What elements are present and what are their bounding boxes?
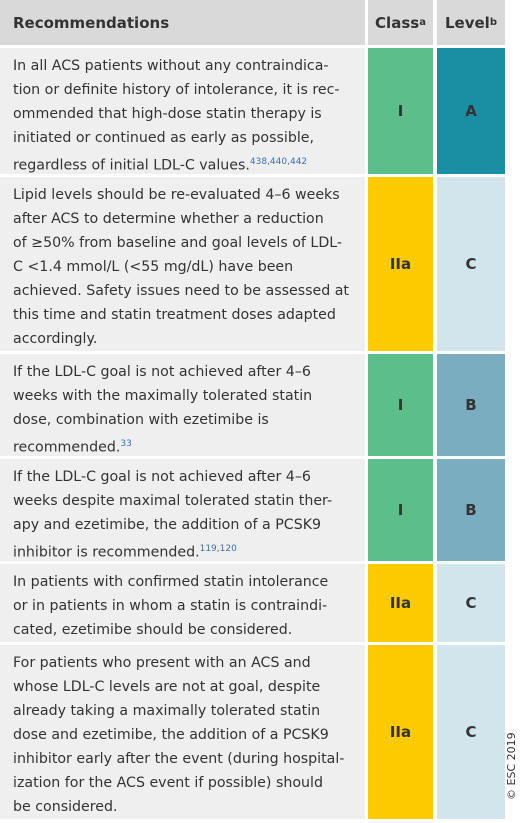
- reference: 438,440,442: [249, 157, 308, 167]
- header-text: Class: [375, 13, 420, 32]
- recommendation-cell: In patients with confirmed statin intole…: [0, 564, 365, 642]
- class-value: IIa: [389, 723, 412, 741]
- level-cell: C: [437, 645, 505, 819]
- text-line: ization for the ACS event if possible) s…: [13, 775, 323, 791]
- level-value: B: [465, 396, 477, 414]
- level-value: C: [465, 594, 477, 612]
- level-value: B: [465, 501, 477, 519]
- text-line: tion or definite history of intolerance,…: [13, 82, 340, 98]
- recommendation-cell: If the LDL-C goal is not achieved after …: [0, 459, 365, 561]
- class-value: IIa: [389, 255, 412, 273]
- text-line: If the LDL-C goal is not achieved after …: [13, 469, 311, 485]
- text-line: apy and ezetimibe, the addition of a PCS…: [13, 517, 322, 533]
- class-cell: I: [368, 48, 433, 174]
- text-line: inhibitor early after the event (during …: [13, 751, 345, 767]
- text-line: of ≥50% from baseline and goal levels of…: [13, 235, 343, 251]
- level-cell: C: [437, 564, 505, 642]
- class-cell: IIa: [368, 177, 433, 351]
- recommendation-cell: If the LDL-C goal is not achieved after …: [0, 354, 365, 456]
- copyright: © ESC 2019: [505, 732, 518, 800]
- text-line: whose LDL-C levels are not at goal, desp…: [13, 679, 321, 695]
- text-line: already taking a maximally tolerated sta…: [13, 703, 321, 719]
- class-cell: IIa: [368, 564, 433, 642]
- recommendation-cell: Lipid levels should be re-evaluated 4–6 …: [0, 177, 365, 351]
- level-value: C: [465, 723, 477, 741]
- text-line: recommended.33: [13, 439, 132, 456]
- text-line: C <1.4 mmol/L (<55 mg/dL) have been: [13, 259, 294, 275]
- header-class: Class a: [368, 0, 433, 45]
- level-value: A: [465, 102, 477, 120]
- text-line: cated, ezetimibe should be considered.: [13, 622, 293, 638]
- level-cell: A: [437, 48, 505, 174]
- text-line: regardless of initial LDL-C values.438,4…: [13, 157, 308, 174]
- text-line: after ACS to determine whether a reducti…: [13, 211, 324, 227]
- class-value: I: [397, 102, 404, 120]
- reference: 119,120: [199, 544, 237, 554]
- text-line: or in patients in whom a statin is contr…: [13, 598, 328, 614]
- text-line: achieved. Safety issues need to be asses…: [13, 283, 349, 299]
- header-text: Recommendations: [13, 13, 170, 32]
- text-line: accordingly.: [13, 331, 98, 347]
- header-level: Level b: [437, 0, 505, 45]
- text-line: In patients with confirmed statin intole…: [13, 574, 329, 590]
- text-line: ommended that high-dose statin therapy i…: [13, 106, 322, 122]
- footnote-mark: b: [489, 17, 497, 28]
- class-cell: I: [368, 459, 433, 561]
- text-line: weeks with the maximally tolerated stati…: [13, 388, 313, 404]
- text-line: In all ACS patients without any contrain…: [13, 58, 329, 74]
- class-cell: IIa: [368, 645, 433, 819]
- level-value: C: [465, 255, 477, 273]
- text-line: this time and statin treatment doses ada…: [13, 307, 336, 323]
- level-cell: B: [437, 354, 505, 456]
- text-line: Lipid levels should be re-evaluated 4–6 …: [13, 187, 340, 203]
- reference: 33: [120, 439, 132, 449]
- class-value: I: [397, 396, 404, 414]
- text-line: initiated or continued as early as possi…: [13, 130, 314, 146]
- level-cell: C: [437, 177, 505, 351]
- text-line: be considered.: [13, 799, 118, 815]
- recommendation-cell: For patients who present with an ACS and…: [0, 645, 365, 819]
- level-cell: B: [437, 459, 505, 561]
- header-recommendations: Recommendations: [0, 0, 365, 45]
- class-cell: I: [368, 354, 433, 456]
- text-line: dose, combination with ezetimibe is: [13, 412, 269, 428]
- text-line: For patients who present with an ACS and: [13, 655, 311, 671]
- text-line: If the LDL-C goal is not achieved after …: [13, 364, 311, 380]
- header-text: Level: [445, 13, 490, 32]
- recommendation-cell: In all ACS patients without any contrain…: [0, 48, 365, 174]
- text-line: weeks despite maximal tolerated statin t…: [13, 493, 333, 509]
- text-line: dose and ezetimibe, the addition of a PC…: [13, 727, 329, 743]
- class-value: I: [397, 501, 404, 519]
- class-value: IIa: [389, 594, 412, 612]
- text-line: inhibitor is recommended.119,120: [13, 544, 237, 561]
- footnote-mark: a: [419, 17, 426, 28]
